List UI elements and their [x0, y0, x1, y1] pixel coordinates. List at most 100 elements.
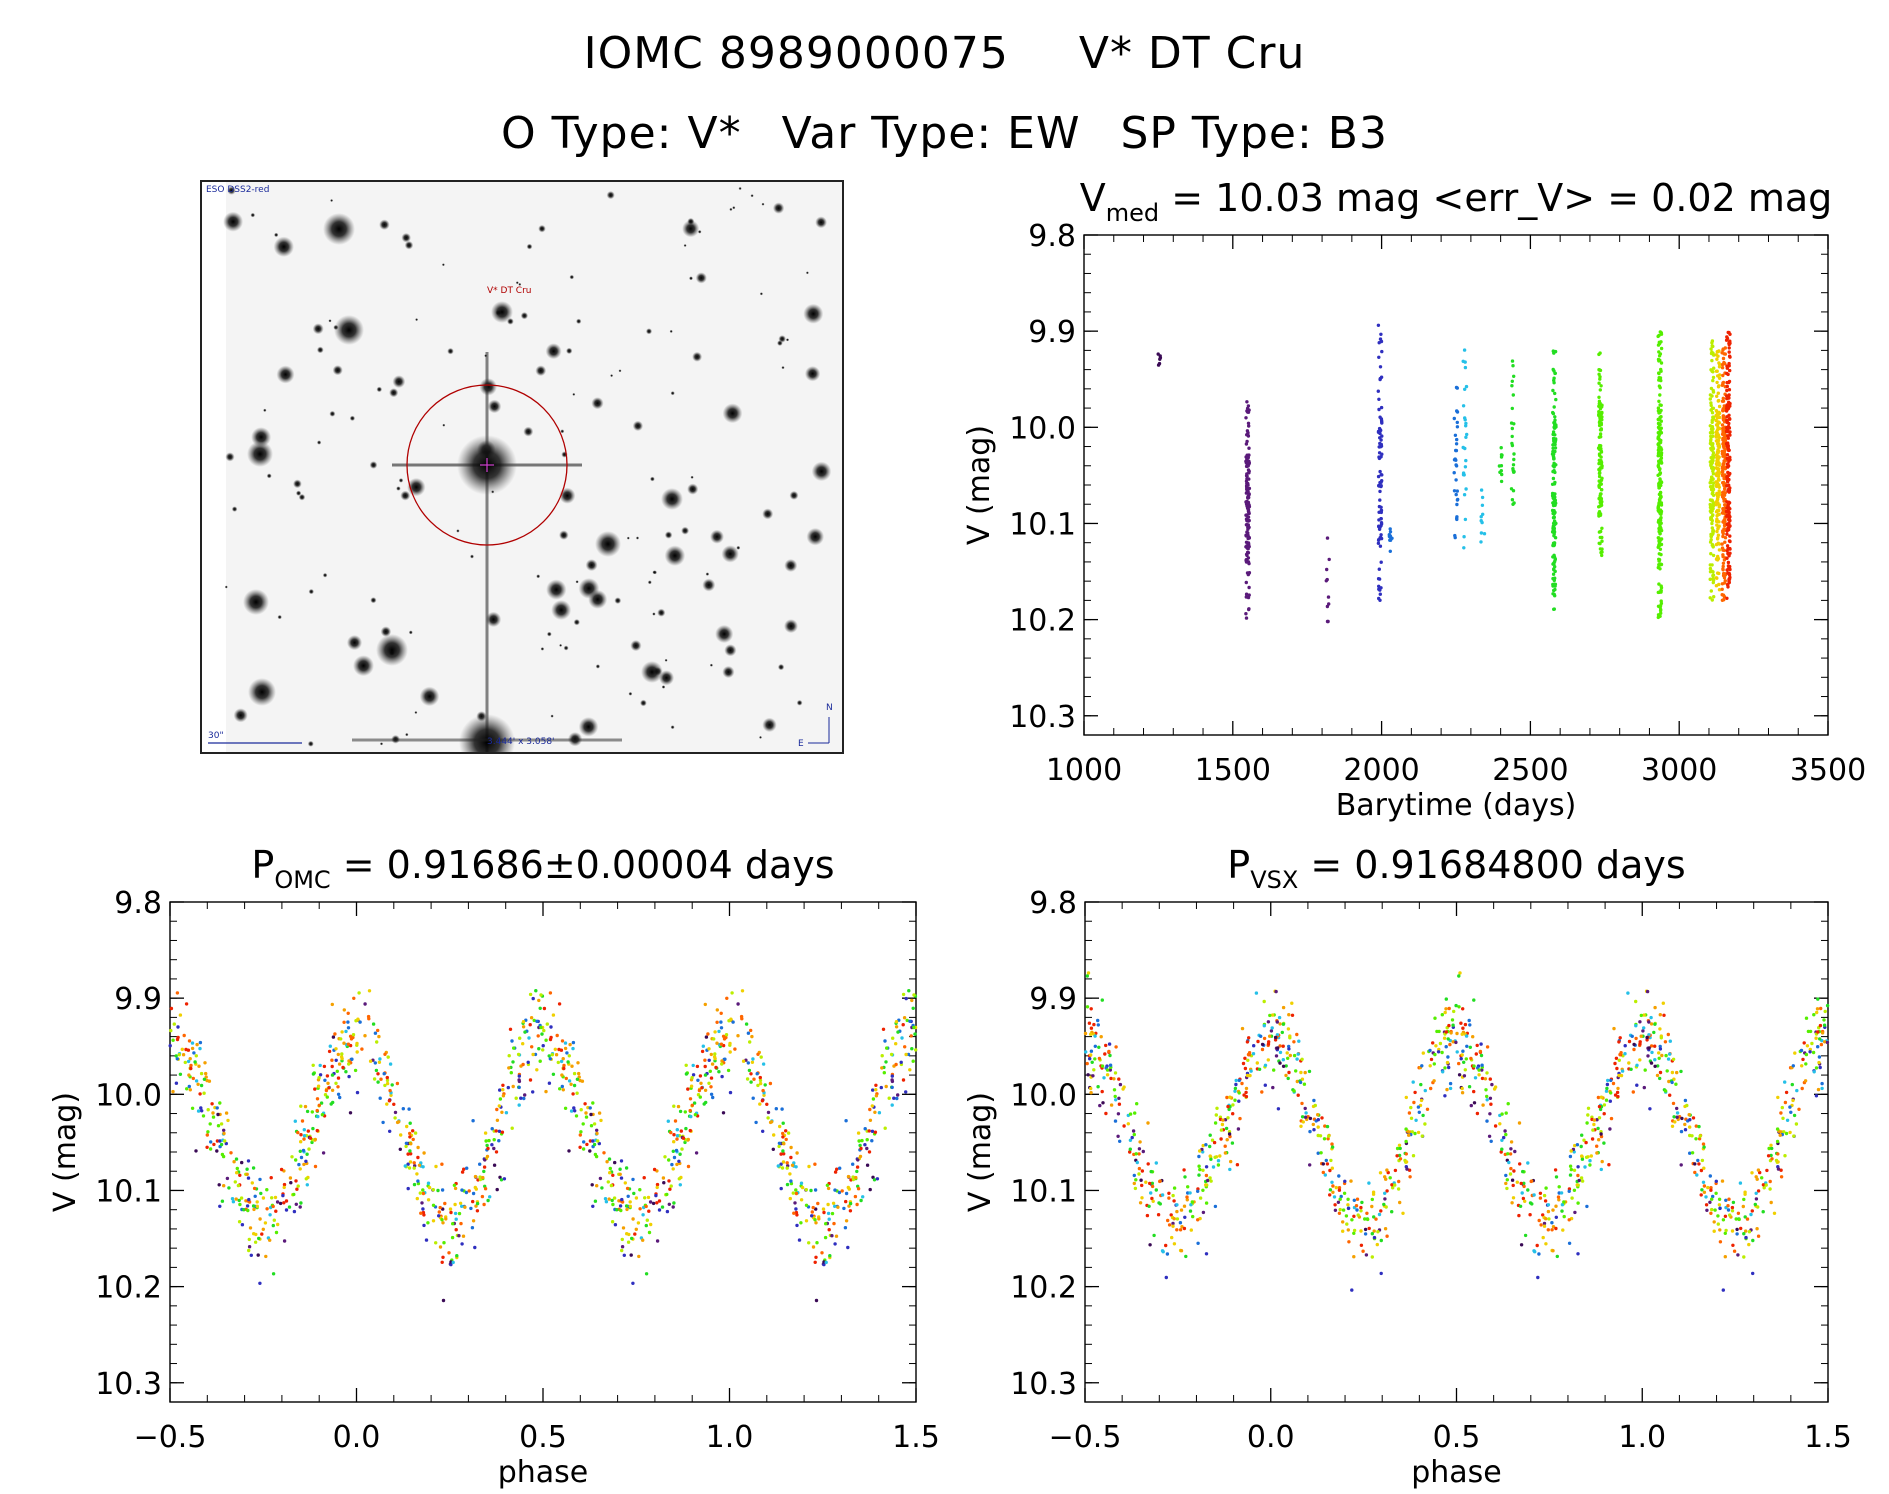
- phase-omc-point: [421, 1210, 426, 1215]
- phase-vsx-point: [1613, 1061, 1617, 1066]
- phase-omc-point: [638, 1207, 642, 1211]
- phase-omc-point: [284, 1199, 289, 1203]
- phase-vsx-point: [1556, 1195, 1561, 1199]
- phase-omc-point: [870, 1104, 874, 1108]
- phase-omc-point: [377, 1034, 381, 1039]
- timeseries-point: [1717, 491, 1722, 495]
- phase-vsx-point: [1645, 1038, 1649, 1042]
- phase-omc-point: [542, 1006, 547, 1011]
- phase-omc-point: [336, 1085, 340, 1089]
- phase-vsx-point: [1670, 1124, 1675, 1129]
- timeseries-point: [1715, 523, 1719, 527]
- timeseries-point: [1723, 573, 1728, 577]
- phase-omc-point: [374, 1068, 379, 1073]
- phase-omc-point: [347, 1062, 351, 1066]
- phase-omc-point: [831, 1201, 836, 1206]
- phase-vsx-point: [1649, 1061, 1654, 1065]
- phase-vsx-point: [1280, 1030, 1285, 1035]
- timeseries-point: [1716, 457, 1720, 462]
- timeseries-point: [1377, 407, 1381, 412]
- phase-vsx-point: [1218, 1154, 1222, 1158]
- phase-vsx-point: [1228, 1134, 1232, 1139]
- timeseries-point: [1717, 349, 1721, 353]
- timeseries-point: [1727, 393, 1731, 397]
- phase-omc-point: [606, 1180, 610, 1184]
- timeseries-point: [1480, 495, 1485, 500]
- phase-omc-point: [844, 1219, 849, 1223]
- phase-omc-point: [618, 1172, 622, 1177]
- phase-vsx-point: [1096, 1023, 1101, 1027]
- phase-omc-point: [307, 1147, 311, 1151]
- timeseries-point: [1657, 482, 1661, 486]
- timeseries-point: [1244, 479, 1249, 483]
- phase-vsx-point: [1300, 1077, 1305, 1081]
- phase-omc-point: [282, 1182, 287, 1187]
- phase-omc-point: [358, 1020, 362, 1024]
- timeseries-point: [1725, 364, 1729, 368]
- phase-omc-point: [517, 1079, 522, 1084]
- phase-vsx-point: [1247, 1036, 1251, 1040]
- phase-vsx-point: [1472, 1064, 1476, 1068]
- timeseries-point: [1599, 497, 1604, 501]
- phase-vsx-point: [1216, 1159, 1221, 1163]
- phase-vsx-point: [1330, 1145, 1335, 1149]
- finder-north-label: N: [826, 703, 833, 713]
- phase-omc-point: [535, 1068, 539, 1072]
- phase-vsx-point: [1488, 1077, 1493, 1081]
- phase-vsx-point: [1341, 1220, 1345, 1224]
- phase-vsx-point: [1175, 1203, 1179, 1207]
- phase-omc-point: [641, 1238, 645, 1242]
- phase-omc-point: [557, 1047, 561, 1052]
- phase-vsx-point: [1164, 1275, 1169, 1280]
- phase-omc-point: [870, 1139, 874, 1143]
- phase-vsx-point: [1792, 1113, 1797, 1118]
- phase-vsx-point: [1355, 1197, 1360, 1201]
- phase-omc-point: [529, 1016, 534, 1020]
- phase-omc-point: [756, 1083, 760, 1088]
- phase-vsx-point: [1518, 1162, 1522, 1166]
- timeseries-point: [1715, 492, 1719, 496]
- phase-omc-point: [287, 1205, 292, 1209]
- phase-omc-point: [258, 1281, 262, 1286]
- phase-vsx-point: [1462, 1060, 1466, 1065]
- phase-vsx-point: [1428, 1048, 1432, 1053]
- timeseries-point: [1721, 561, 1726, 565]
- phase-omc-point: [192, 1051, 196, 1055]
- phase-omc-point: [855, 1169, 859, 1174]
- phase-vsx-point: [1511, 1196, 1516, 1200]
- phase-vsx-point: [1642, 1026, 1646, 1030]
- phase-omc-point: [540, 1032, 544, 1036]
- phase-omc-point: [848, 1201, 853, 1206]
- finder-star: [576, 318, 582, 324]
- timeseries-point: [1463, 365, 1468, 370]
- phase-vsx-point: [1085, 1005, 1090, 1009]
- timeseries-point: [1377, 596, 1381, 601]
- phase-vsx-point: [1411, 1154, 1416, 1158]
- phase-vsx-point: [1412, 1100, 1416, 1105]
- phase-omc-point: [564, 1076, 568, 1081]
- phase-vsx-point: [1099, 1035, 1103, 1039]
- phase-omc-point: [539, 1025, 543, 1030]
- phase-vsx-point: [1694, 1137, 1698, 1141]
- timeseries-point: [1717, 421, 1722, 425]
- phase-vsx-point: [1602, 1112, 1606, 1116]
- timeseries-point: [1709, 552, 1713, 556]
- phase-omc-point: [306, 1129, 310, 1133]
- timeseries-xtick-label: 2000: [1343, 753, 1419, 788]
- phase-vsx-point: [1504, 1111, 1508, 1115]
- phase-vsx-point: [1128, 1112, 1133, 1116]
- phase-vsx-point: [1171, 1224, 1175, 1228]
- finder-star: [777, 663, 785, 671]
- phase-omc-point: [853, 1194, 858, 1199]
- phase-omc-point: [633, 1232, 637, 1236]
- phase-omc-point: [177, 1053, 181, 1057]
- timeseries-point: [1721, 381, 1725, 385]
- phase-vsx-point: [1668, 1093, 1672, 1097]
- phase-omc-point: [470, 1226, 475, 1230]
- phase-omc-point: [247, 1237, 251, 1242]
- timeseries-point: [1725, 532, 1729, 536]
- phase-omc-point: [438, 1245, 443, 1249]
- phase-vsx-point: [1148, 1243, 1152, 1247]
- phase-omc-point: [859, 1198, 863, 1203]
- phase-vsx-point: [1329, 1158, 1333, 1163]
